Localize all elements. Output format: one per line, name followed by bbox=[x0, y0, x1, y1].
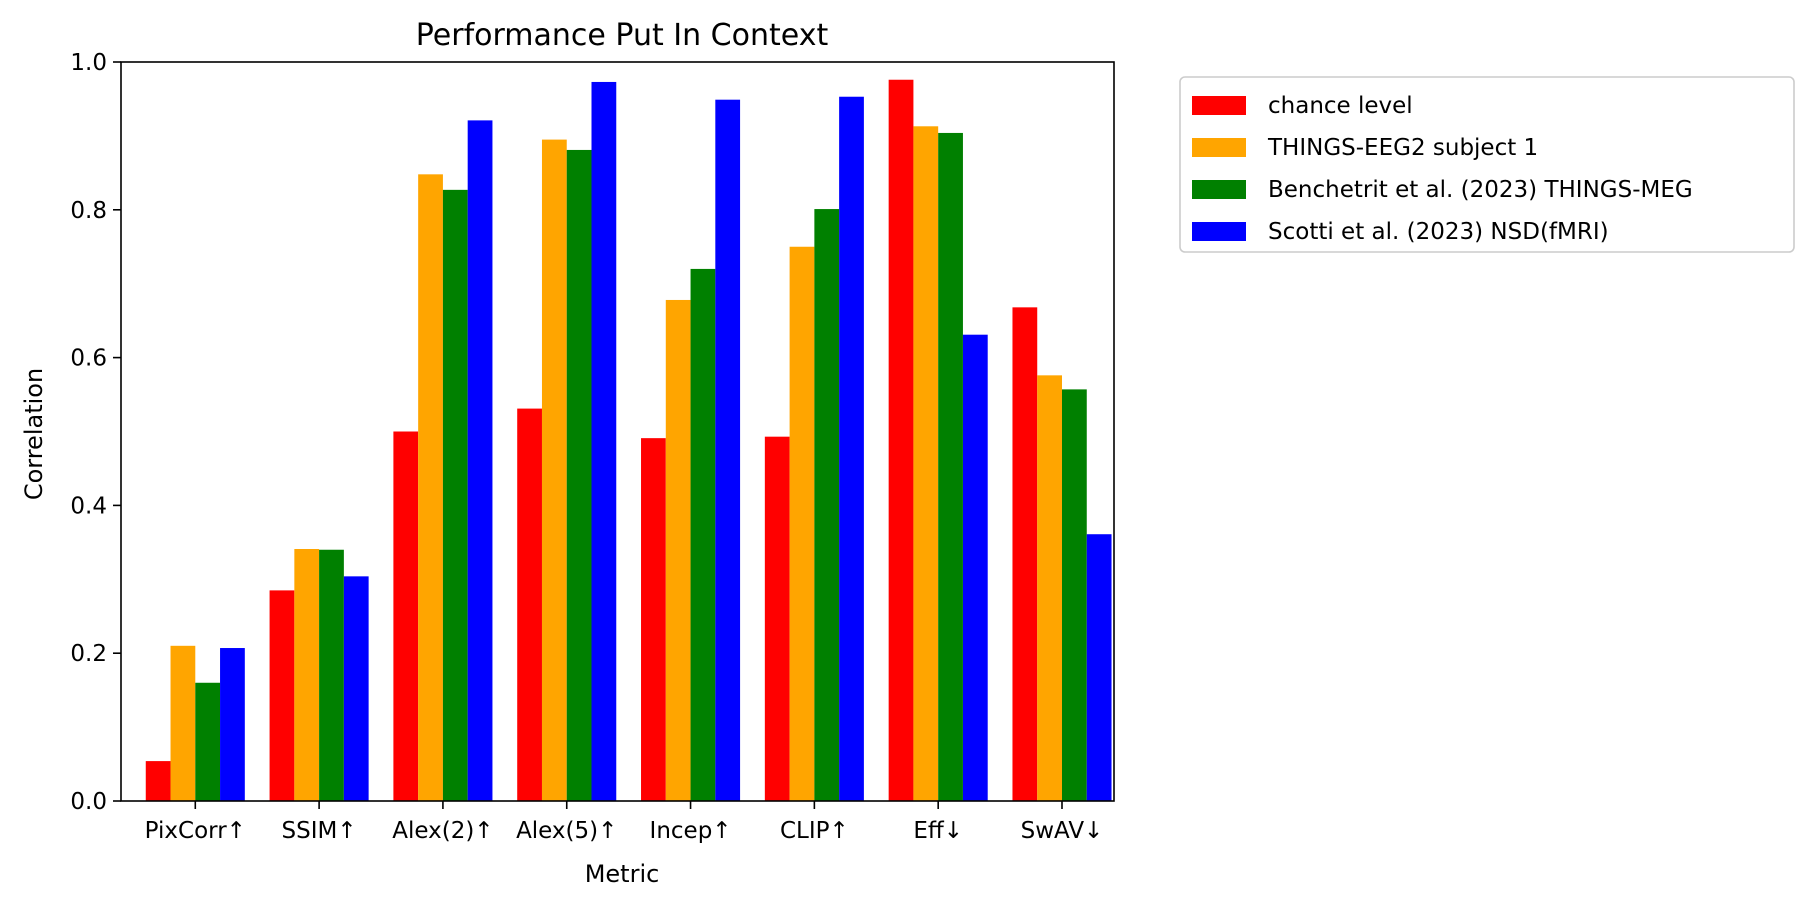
bar-2-7 bbox=[913, 126, 939, 802]
bar-3-3 bbox=[442, 189, 468, 802]
bar-1-3 bbox=[393, 431, 419, 801]
bar-2-5 bbox=[665, 299, 691, 801]
y-tick-label: 0.4 bbox=[70, 493, 107, 519]
y-tick-label: 0.2 bbox=[70, 641, 107, 667]
y-tick-label: 0.0 bbox=[70, 789, 107, 815]
x-axis-label: Metric bbox=[585, 860, 660, 888]
bar-3-7 bbox=[938, 132, 963, 802]
legend-swatch bbox=[1192, 96, 1246, 115]
x-tick-label: Eff↓ bbox=[913, 818, 963, 844]
bar-4-6 bbox=[839, 96, 864, 801]
bar-2-4 bbox=[541, 139, 567, 802]
bar-1-4 bbox=[517, 408, 542, 801]
bar-2-2 bbox=[294, 549, 320, 801]
x-tick-label: CLIP↑ bbox=[780, 818, 849, 844]
y-tick-label: 0.6 bbox=[70, 346, 107, 372]
bar-2-3 bbox=[418, 174, 443, 801]
bar-2-1 bbox=[170, 645, 196, 801]
x-tick-label: Incep↑ bbox=[650, 818, 732, 844]
bar-1-2 bbox=[269, 590, 295, 801]
bar-1-1 bbox=[145, 761, 171, 801]
bar-3-4 bbox=[566, 149, 592, 802]
bar-1-7 bbox=[888, 79, 914, 801]
bar-4-3 bbox=[467, 120, 493, 802]
legend-box bbox=[1179, 76, 1795, 253]
x-tick-label: Alex(5)↑ bbox=[516, 818, 617, 844]
bar-4-1 bbox=[220, 648, 245, 801]
bar-1-5 bbox=[641, 438, 666, 801]
x-tick-label: PixCorr↑ bbox=[145, 818, 246, 844]
x-tick-label: SwAV↓ bbox=[1021, 818, 1104, 844]
y-axis-label: Correlation bbox=[20, 368, 48, 500]
x-tick-label: SSIM↑ bbox=[282, 818, 357, 844]
bar-3-6 bbox=[814, 209, 840, 801]
legend-label: Benchetrit et al. (2023) THINGS-MEG bbox=[1268, 177, 1693, 203]
bar-3-2 bbox=[319, 549, 344, 801]
chart-title: Performance Put In Context bbox=[416, 18, 829, 53]
bar-2-8 bbox=[1037, 375, 1062, 801]
legend: chance level THINGS-EEG2 subject 1 Benchet… bbox=[1179, 76, 1795, 253]
plot-frame bbox=[120, 61, 1115, 802]
y-tick-label: 0.8 bbox=[70, 198, 107, 224]
legend-swatch bbox=[1192, 138, 1246, 157]
legend-swatch bbox=[1192, 180, 1246, 199]
x-tick-label: Alex(2)↑ bbox=[392, 818, 493, 844]
bar-1-8 bbox=[1012, 307, 1038, 801]
legend-swatch bbox=[1192, 222, 1246, 241]
bar-4-4 bbox=[591, 81, 617, 801]
bar-3-8 bbox=[1061, 389, 1087, 801]
bar-4-7 bbox=[962, 334, 988, 801]
bar-4-5 bbox=[715, 99, 741, 801]
legend-label: chance level bbox=[1268, 93, 1413, 119]
bar-1-6 bbox=[764, 436, 790, 801]
legend-label: THINGS-EEG2 subject 1 bbox=[1267, 135, 1538, 161]
y-tick-label: 1.0 bbox=[70, 50, 107, 76]
bar-4-2 bbox=[343, 576, 369, 801]
bar-2-6 bbox=[789, 246, 815, 801]
bar-4-8 bbox=[1086, 534, 1112, 801]
axes-layer: 0.0 0.2 0.4 0.6 0.8 1.0 PixCorr↑ SSIM↑ Alex(2)↑ A… bbox=[70, 50, 1115, 844]
bars-layer bbox=[145, 79, 1112, 802]
legend-label: Scotti et al. (2023) NSD(fMRI) bbox=[1268, 219, 1609, 245]
bar-3-5 bbox=[690, 268, 716, 801]
bar-3-1 bbox=[195, 682, 221, 801]
